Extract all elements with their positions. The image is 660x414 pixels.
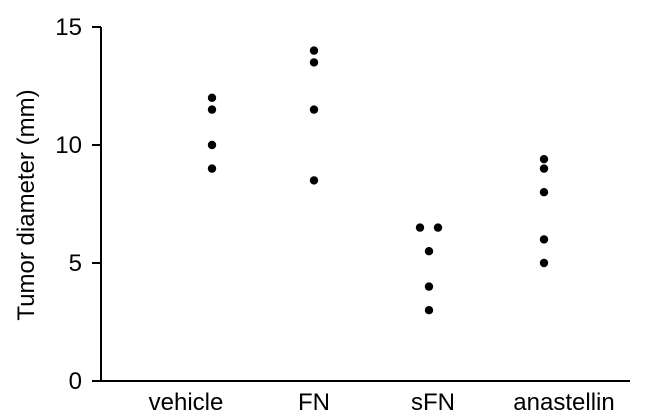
data-point-anastellin-3 xyxy=(539,235,549,244)
data-point-sfn-1 xyxy=(433,223,443,232)
data-point-fn-1 xyxy=(309,58,319,67)
data-point-vehicle-1 xyxy=(207,105,217,114)
data-point-fn-3 xyxy=(309,176,319,185)
data-point-vehicle-3 xyxy=(207,164,217,173)
y-tick-label-0: 0 xyxy=(69,368,82,395)
x-category-label-vehicle: vehicle xyxy=(149,389,224,414)
data-point-vehicle-0 xyxy=(207,93,217,103)
x-category-label-sfn: sFN xyxy=(411,389,455,414)
y-tick-label-5: 5 xyxy=(69,250,82,277)
data-point-sfn-3 xyxy=(424,282,434,291)
x-category-label-anastellin: anastellin xyxy=(513,389,614,414)
data-point-vehicle-2 xyxy=(207,140,217,150)
y-axis-title: Tumor diameter (mm) xyxy=(13,89,40,320)
data-point-sfn-4 xyxy=(424,306,434,315)
data-point-anastellin-4 xyxy=(539,258,549,268)
y-tick-label-15: 15 xyxy=(55,14,82,41)
y-tick-marks xyxy=(92,26,101,382)
data-point-anastellin-0 xyxy=(539,154,549,164)
data-points xyxy=(207,46,549,315)
data-point-anastellin-1 xyxy=(539,164,549,173)
data-point-anastellin-2 xyxy=(539,188,549,197)
data-point-sfn-0 xyxy=(415,223,425,232)
data-point-fn-0 xyxy=(309,46,319,55)
x-category-label-fn: FN xyxy=(298,389,330,414)
data-point-fn-2 xyxy=(309,105,319,114)
data-point-sfn-2 xyxy=(424,247,434,256)
y-tick-label-10: 10 xyxy=(55,132,82,159)
